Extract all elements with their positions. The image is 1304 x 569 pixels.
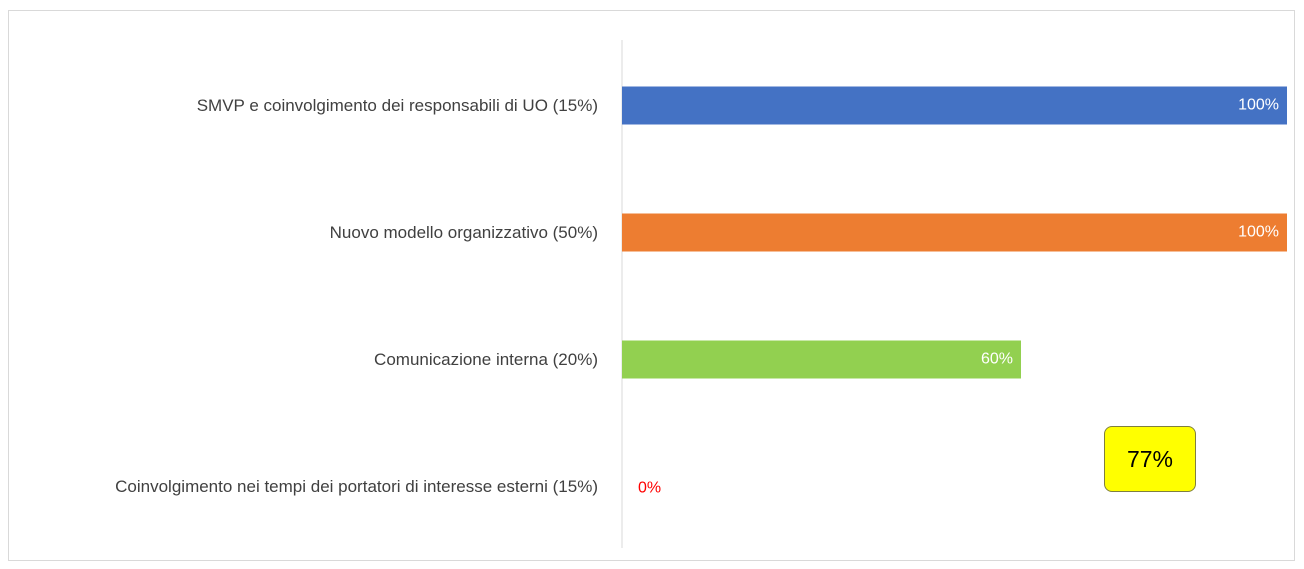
chart-frame — [8, 10, 1295, 561]
category-text: Coinvolgimento nei tempi dei portatori d… — [115, 476, 598, 496]
data-label: 0% — [638, 480, 661, 497]
category-label: Comunicazione interna (20%) — [0, 320, 598, 400]
category-text: Comunicazione interna (20%) — [374, 349, 598, 369]
bar — [622, 86, 1287, 125]
data-label: 60% — [981, 351, 1013, 368]
annotation: 77% — [1104, 426, 1196, 492]
category-text: Nuovo modello organizzativo (50%) — [329, 222, 598, 242]
data-label: 100% — [1238, 224, 1279, 241]
category-label: Coinvolgimento nei tempi dei portatori d… — [0, 447, 598, 527]
category-text: SMVP e coinvolgimento dei responsabili d… — [196, 95, 598, 115]
bar — [622, 213, 1287, 252]
data-label: 100% — [1238, 97, 1279, 114]
category-label: SMVP e coinvolgimento dei responsabili d… — [0, 66, 598, 146]
bar — [622, 340, 1021, 379]
category-label: Nuovo modello organizzativo (50%) — [0, 193, 598, 273]
